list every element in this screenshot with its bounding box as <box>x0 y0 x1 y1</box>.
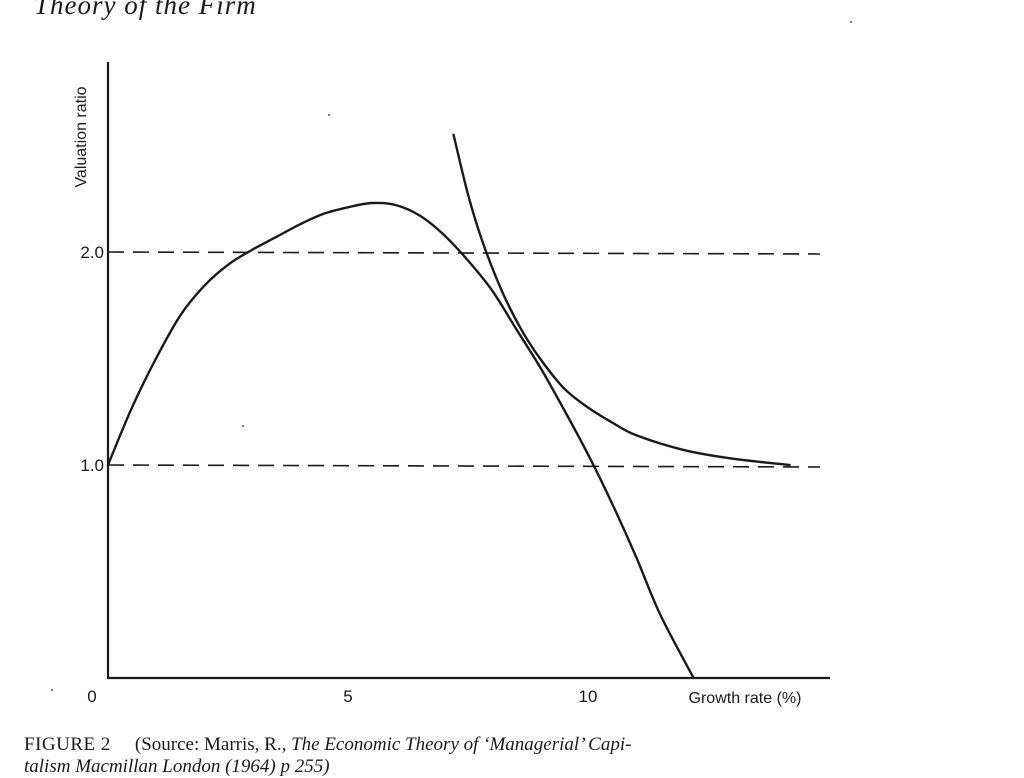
scan-speck <box>328 114 330 116</box>
y-axis-label: Valuation ratio <box>73 86 90 187</box>
reference-lines <box>107 251 821 468</box>
figure-caption: FIGURE 2 (Source: Marris, R., The Economi… <box>24 733 924 757</box>
figure-label: FIGURE 2 <box>24 734 111 755</box>
dashed-reference-line <box>107 464 821 468</box>
y-tick-label: 2.0 <box>80 243 104 262</box>
caption-source-open: (Source: Marris, R., <box>134 734 292 755</box>
curve-1 <box>106 201 695 680</box>
caption-source-title: The Economic Theory of ‘Managerial’ Capi… <box>291 734 632 755</box>
curve-2 <box>452 133 791 467</box>
curves <box>106 133 791 680</box>
scan-speck <box>242 425 244 427</box>
scan-speck <box>51 689 53 691</box>
y-tick-label: 1.0 <box>80 456 104 475</box>
x-tick-label: 0 <box>87 687 96 706</box>
scan-speck <box>850 21 852 23</box>
tick-labels: 0 5 10 1.0 2.0 <box>80 243 597 706</box>
chart: 0 5 10 1.0 2.0 Growth rate (%) Valuation rat… <box>73 62 830 707</box>
x-axis-label: Growth rate (%) <box>689 690 802 707</box>
dashed-reference-line <box>107 251 821 255</box>
figure-caption-line2: talism Macmillan London (1964) p 255) <box>24 756 330 777</box>
x-tick-label: 5 <box>343 687 352 706</box>
running-head: Theory of the Firm <box>34 0 257 20</box>
x-tick-label: 10 <box>579 687 598 706</box>
axes <box>106 62 830 680</box>
